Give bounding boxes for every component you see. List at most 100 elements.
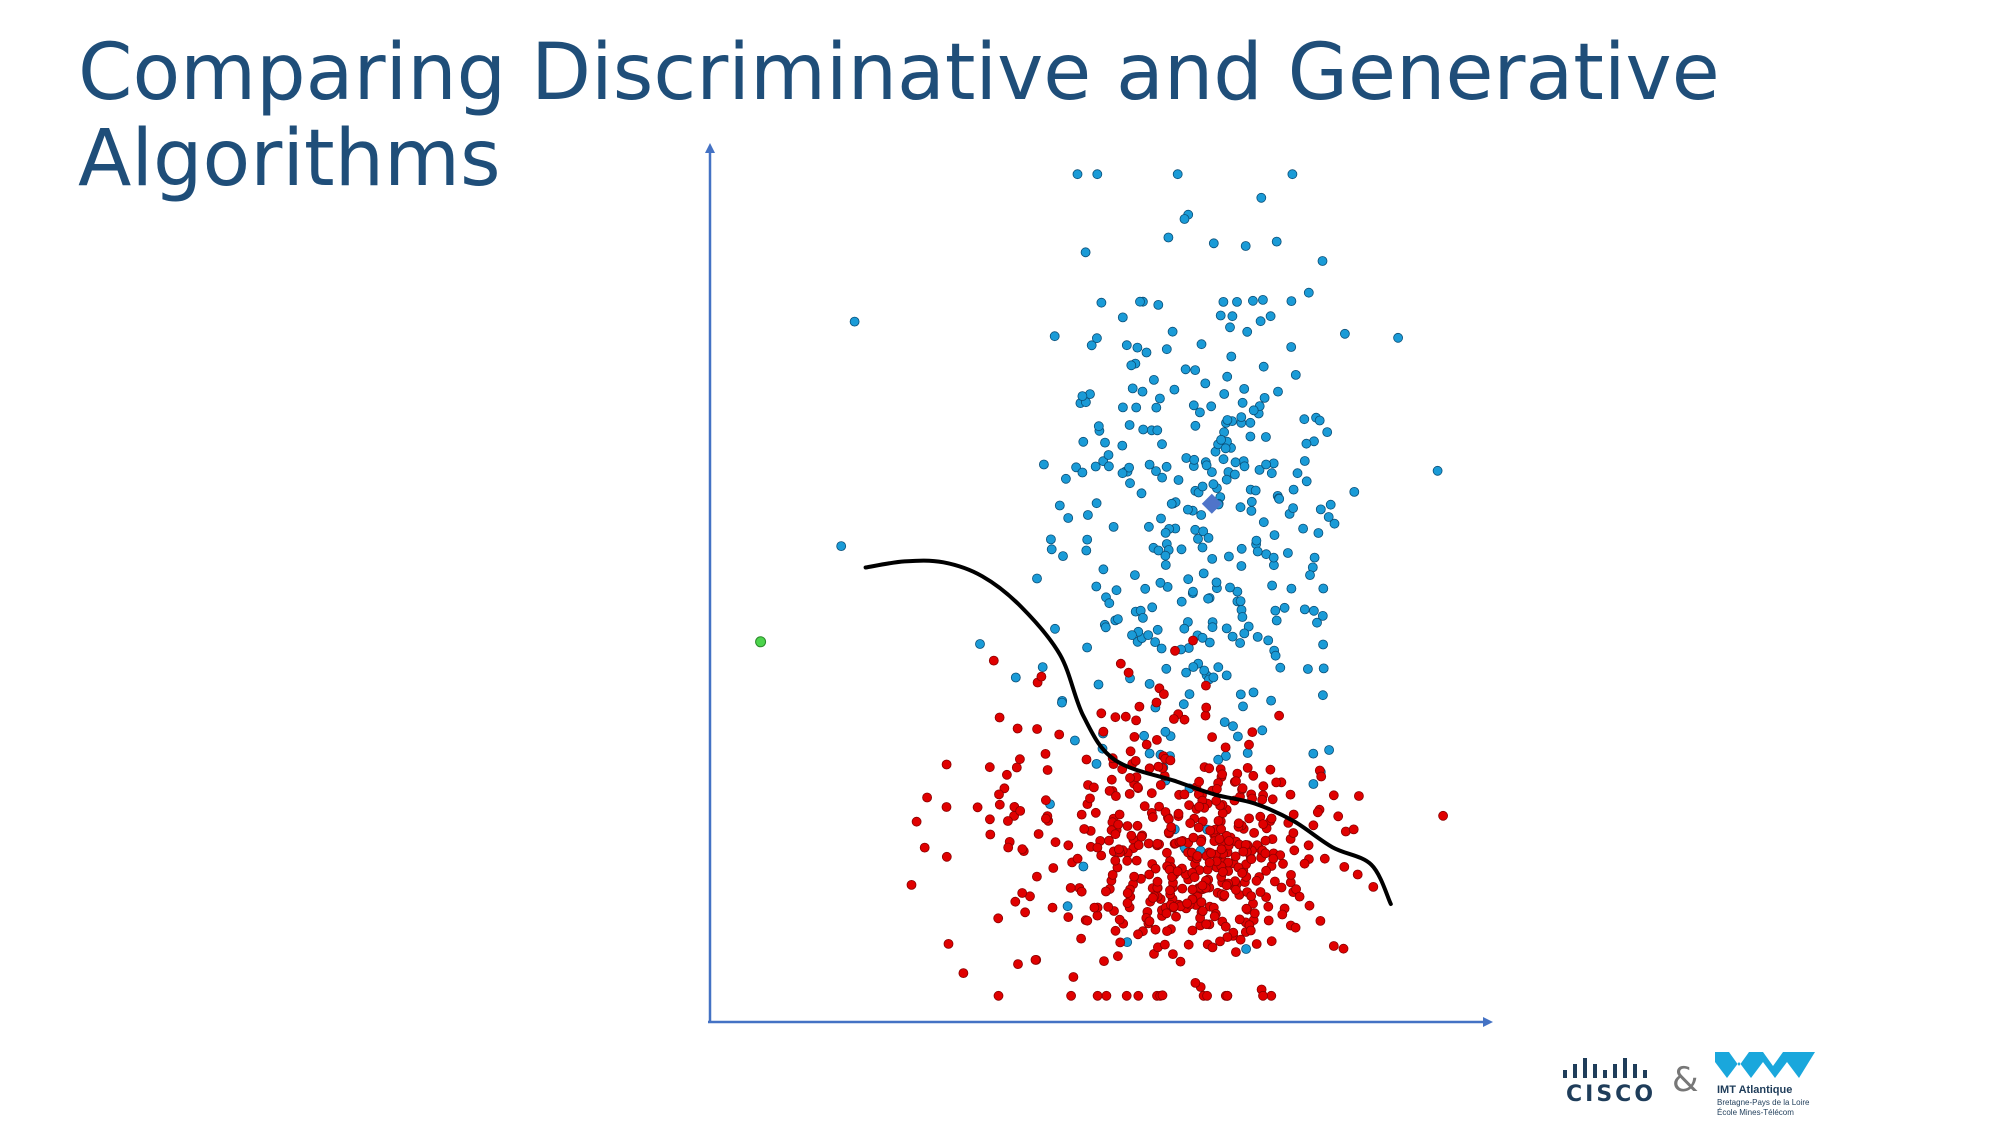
class-b-point bbox=[1106, 774, 1117, 785]
class-a-point bbox=[1266, 695, 1276, 706]
class-a-point bbox=[1207, 622, 1218, 633]
class-a-point bbox=[1270, 650, 1281, 661]
class-b-point bbox=[1260, 848, 1271, 859]
class-b-point bbox=[1176, 836, 1187, 847]
class-a-point bbox=[1323, 512, 1334, 522]
class-b-point bbox=[1237, 783, 1248, 794]
class-a-point bbox=[1078, 436, 1089, 447]
class-b-point bbox=[1172, 866, 1183, 877]
class-b-point bbox=[1076, 933, 1086, 944]
class-b-point bbox=[1085, 793, 1095, 804]
class-a-point bbox=[1117, 312, 1128, 323]
class-a-point bbox=[1046, 534, 1056, 545]
class-a-point bbox=[1257, 725, 1268, 736]
class-b-point bbox=[1187, 925, 1198, 936]
class-b-point bbox=[1263, 915, 1274, 926]
decision-boundary bbox=[863, 558, 1393, 906]
class-b-point bbox=[1033, 829, 1044, 839]
class-a-point bbox=[1213, 662, 1224, 673]
class-b-point bbox=[993, 990, 1004, 1001]
class-b-point bbox=[1157, 990, 1168, 1001]
class-a-point bbox=[1071, 462, 1081, 473]
slide-title: Comparing Discriminative and Generative … bbox=[78, 30, 1720, 202]
cisco-logo: CISCO bbox=[1560, 1052, 1658, 1114]
class-b-point bbox=[985, 814, 995, 825]
class-b-point bbox=[1012, 723, 1023, 734]
class-b-point bbox=[1130, 756, 1141, 766]
class-b-point bbox=[1231, 884, 1241, 895]
class-a-point bbox=[1288, 503, 1298, 514]
class-b-point bbox=[1068, 972, 1079, 982]
class-a-point bbox=[1092, 333, 1102, 344]
class-b-point bbox=[1276, 882, 1287, 893]
class-a-point bbox=[1246, 496, 1257, 507]
class-a-point bbox=[1139, 730, 1149, 741]
class-a-point bbox=[1235, 689, 1246, 700]
class-b-point bbox=[994, 712, 1005, 723]
class-a-point bbox=[1225, 582, 1235, 593]
class-b-point bbox=[941, 759, 952, 770]
class-b-point bbox=[1114, 844, 1124, 855]
imt-atlantique-logo: IMT Atlantique Bretagne-Pays de la Loire… bbox=[1715, 1052, 1845, 1122]
class-a-point bbox=[1270, 605, 1281, 616]
class-a-point bbox=[1299, 456, 1310, 466]
class-b-point bbox=[1216, 844, 1227, 855]
class-a-point bbox=[1197, 632, 1208, 643]
class-a-point bbox=[1113, 614, 1123, 624]
class-b-point bbox=[1143, 838, 1154, 849]
class-b-point bbox=[1249, 908, 1260, 919]
imt-chevron-icon bbox=[1715, 1052, 1815, 1078]
class-a-point bbox=[1308, 748, 1319, 759]
class-b-point bbox=[1110, 855, 1121, 866]
class-a-point bbox=[1242, 326, 1253, 337]
class-a-point bbox=[1144, 748, 1155, 759]
class-b-point bbox=[1082, 915, 1093, 926]
class-a-point bbox=[1179, 214, 1190, 224]
class-a-point bbox=[1317, 256, 1328, 266]
class-b-point bbox=[1148, 893, 1158, 903]
class-a-point bbox=[1162, 582, 1173, 592]
class-a-point bbox=[1227, 631, 1238, 642]
class-b-point bbox=[1274, 710, 1284, 721]
class-b-point bbox=[1125, 746, 1136, 757]
class-b-point bbox=[972, 802, 983, 813]
class-a-point bbox=[1077, 467, 1088, 478]
class-b-point bbox=[1190, 978, 1201, 988]
class-a-point bbox=[1312, 617, 1322, 628]
class-b-point bbox=[1197, 906, 1208, 916]
class-b-point bbox=[1134, 701, 1145, 712]
class-b-point bbox=[1304, 900, 1315, 911]
class-a-point bbox=[1219, 717, 1230, 727]
class-a-point bbox=[1152, 425, 1163, 436]
class-b-point bbox=[1207, 942, 1218, 953]
class-b-point bbox=[1152, 735, 1162, 745]
class-a-point bbox=[1286, 296, 1297, 307]
class-b-point bbox=[1066, 990, 1076, 1001]
class-a-point bbox=[1201, 460, 1212, 471]
class-b-point bbox=[1013, 959, 1023, 969]
class-b-point bbox=[1328, 790, 1339, 801]
class-b-point bbox=[1368, 882, 1379, 892]
class-a-point bbox=[1248, 405, 1259, 416]
class-a-point bbox=[1143, 630, 1154, 640]
ampersand: & bbox=[1672, 1060, 1699, 1100]
class-a-point bbox=[1237, 397, 1248, 408]
class-b-point bbox=[1125, 773, 1135, 783]
class-b-point bbox=[1090, 807, 1101, 818]
class-b-point bbox=[1238, 846, 1249, 857]
class-a-point bbox=[1349, 486, 1360, 497]
class-b-point bbox=[1133, 840, 1144, 850]
class-b-point bbox=[1257, 794, 1268, 805]
class-b-point bbox=[1196, 897, 1207, 908]
class-a-point bbox=[1070, 735, 1080, 746]
class-a-point bbox=[1271, 615, 1282, 626]
class-b-point bbox=[1165, 755, 1176, 766]
class-a-point bbox=[1251, 535, 1262, 546]
class-a-point bbox=[1432, 465, 1443, 476]
class-b-point bbox=[1032, 871, 1042, 882]
class-a-point bbox=[1138, 613, 1148, 623]
class-b-point bbox=[1146, 788, 1157, 799]
class-b-point bbox=[1333, 811, 1344, 822]
class-a-point bbox=[1198, 568, 1209, 579]
class-a-point bbox=[1208, 238, 1219, 249]
